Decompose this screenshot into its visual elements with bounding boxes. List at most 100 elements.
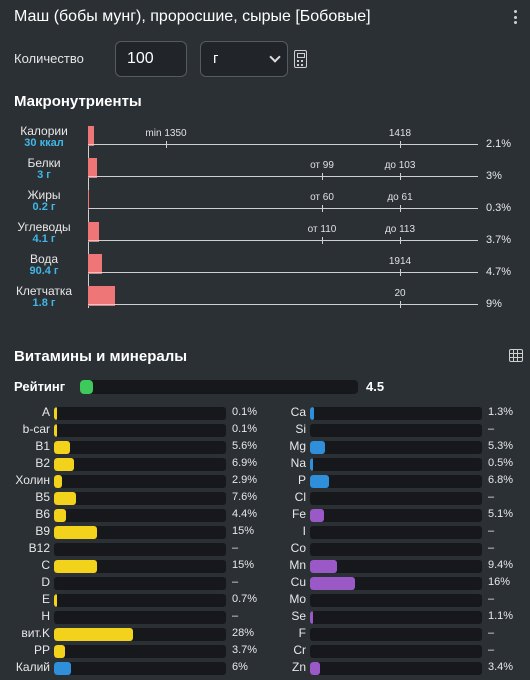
macro-name: Белки [27,156,61,170]
nutrient-percent: – [488,525,495,537]
nutrient-row: Si – [264,422,514,437]
macro-tick-label: до 103 [384,160,416,171]
nutrient-row: Cu 16% [264,575,514,590]
nutrient-bar-fill [54,526,97,539]
macro-tick [400,141,401,148]
macro-bar [88,158,97,178]
macro-row: Вода 90.4 г 1914 4.7% [0,250,530,280]
macro-bar [88,286,115,306]
nutrient-percent: 5.1% [488,508,514,520]
nutrient-row: B12 – [8,541,258,556]
nutrient-name: Na [290,456,306,470]
nutrient-bar [310,509,482,522]
nutrient-percent: – [488,423,495,435]
nutrient-name: Zn [291,660,306,674]
nutrient-percent: 0.1% [232,406,258,418]
nutrient-name: B2 [35,456,50,470]
nutrient-percent: 0.1% [232,423,258,435]
macro-tick-label: до 61 [387,192,413,203]
nutrient-percent: 1.1% [488,610,514,622]
nutrient-row: F – [264,626,514,641]
nutrient-name: B6 [35,507,50,521]
nutrient-name: вит.K [21,626,50,640]
nutrient-percent: – [232,576,239,588]
nutrient-name: PP [33,643,50,657]
macro-axis-line [88,304,478,305]
nutrient-row: P 6.8% [264,473,514,488]
nutrient-bar [54,577,226,590]
macro-name: Жиры [27,188,61,202]
macro-bar [88,126,95,146]
nutrient-percent: – [488,542,495,554]
nutrient-row: b-car 0.1% [8,422,258,437]
nutrient-row: Fe 5.1% [264,507,514,522]
nutrient-bar-fill [310,509,325,522]
nutrient-bar-fill [54,475,63,488]
macro-row: Клетчатка 1.8 г 20 9% [0,282,530,312]
nutrient-percent: 0.5% [488,457,514,469]
rating-label: Рейтинг [14,379,66,394]
nutrient-bar [310,543,482,556]
nutrient-percent: 5.3% [488,440,514,452]
nutrient-row: Калий 6% [8,660,258,675]
nutrient-row: I – [264,524,514,539]
nutrient-bar [54,458,226,471]
macro-tick-label: 20 [394,288,406,299]
nutrient-bar-fill [310,458,313,471]
nutrient-row: H – [8,609,258,624]
nutrient-bar-fill [54,594,57,607]
nutrient-row: E 0.7% [8,592,258,607]
nutrient-row: PP 3.7% [8,643,258,658]
calculator-icon[interactable] [294,50,307,68]
nutrient-row: Mn 9.4% [264,558,514,573]
nutrient-bar [54,611,226,624]
nutrient-percent: 5.6% [232,440,258,452]
macro-percent: 9% [486,298,502,310]
nutrient-name: B9 [35,524,50,538]
nutrient-bar [310,424,482,437]
table-view-icon[interactable] [509,349,523,362]
macro-tick [400,301,401,308]
nutrient-row: Mo – [264,592,514,607]
nutrient-percent: 1.3% [488,406,514,418]
macro-name: Вода [29,252,59,266]
nutrient-bar [54,492,226,505]
nutrient-bar [310,594,482,607]
nutrient-bar [54,560,226,573]
nutrient-percent: – [488,593,495,605]
macro-bar [88,222,100,242]
nutrient-bar [310,458,482,471]
nutrient-row: C 15% [8,558,258,573]
macro-tick-label: до 113 [384,224,416,235]
nutrient-name: P [297,473,306,487]
macro-tick [400,173,401,180]
nutrient-name: Cr [293,643,306,657]
macro-value: 4.1 г [32,233,56,245]
macro-tick-label: min 1350 [145,128,187,139]
nutrient-name: B5 [35,490,50,504]
unit-select[interactable]: г [200,41,288,77]
nutrient-bar-fill [310,611,314,624]
nutrient-bar [310,611,482,624]
macros-title: Макронутриенты [14,93,142,110]
nutrient-percent: 4.4% [232,508,258,520]
nutrient-percent: 2.9% [232,474,258,486]
macro-value: 90.4 г [29,265,59,277]
more-menu-icon[interactable] [510,8,520,26]
nutrient-row: B6 4.4% [8,507,258,522]
nutrient-percent: 16% [488,576,511,588]
macro-tick [400,269,401,276]
nutrient-bar [54,475,226,488]
nutrient-percent: 0.7% [232,593,258,605]
nutrient-percent: 28% [232,627,255,639]
rating-value: 4.5 [366,379,385,394]
quantity-label: Количество [14,51,84,66]
nutrient-name: Cl [294,490,306,504]
nutrient-bar [54,594,226,607]
quantity-input[interactable] [115,41,187,77]
macro-row: Белки 3 г от 99 до 103 3% [0,154,530,184]
nutrient-bar [54,407,226,420]
nutrient-bar-fill [310,662,320,675]
macro-bar [88,254,103,274]
macro-tick-label: 1914 [388,256,412,267]
